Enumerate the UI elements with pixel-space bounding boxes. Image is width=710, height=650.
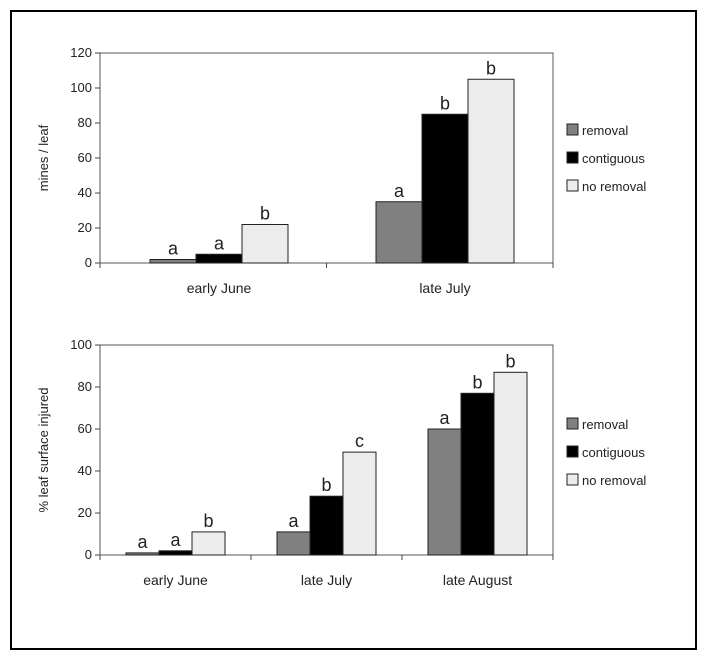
y-tick-label: 100 xyxy=(70,80,92,95)
legend-label: removal xyxy=(582,123,628,138)
bar xyxy=(195,253,243,264)
significance-label: b xyxy=(505,351,515,371)
legend-swatch xyxy=(566,123,579,136)
x-category-label: early June xyxy=(143,572,208,588)
significance-label: a xyxy=(439,408,450,428)
bar xyxy=(191,531,226,556)
legend-label: no removal xyxy=(582,473,646,488)
legend-swatch xyxy=(566,417,579,430)
bar xyxy=(241,224,289,264)
leaf-surface-injured-chart: 0 20 40 60 80 100 % leaf surface injured a a b ear… xyxy=(36,337,646,588)
legend-label: contiguous xyxy=(582,151,645,166)
significance-label: a xyxy=(394,181,405,201)
legend-label: contiguous xyxy=(582,445,645,460)
significance-label: b xyxy=(321,475,331,495)
bar xyxy=(493,371,528,556)
y-tick-label: 20 xyxy=(78,505,92,520)
y-tick-label: 80 xyxy=(78,115,92,130)
y-axis-label: mines / leaf xyxy=(36,124,51,191)
significance-label: b xyxy=(440,93,450,113)
significance-label: a xyxy=(168,239,179,259)
legend-label: removal xyxy=(582,417,628,432)
legend-swatch xyxy=(566,473,579,486)
bar xyxy=(149,259,197,264)
legend-swatch xyxy=(566,445,579,458)
bar xyxy=(375,201,423,264)
significance-label: b xyxy=(472,372,482,392)
significance-label: a xyxy=(288,511,299,531)
significance-label: a xyxy=(170,530,181,550)
x-category-label: late July xyxy=(301,572,352,588)
significance-label: a xyxy=(214,233,225,253)
y-tick-label: 0 xyxy=(85,255,92,270)
significance-label: b xyxy=(203,511,213,531)
figure-svg: 0 20 40 60 80 100 120 mines / leaf a a b early June… xyxy=(36,45,646,588)
bar xyxy=(421,113,469,264)
legend-swatch xyxy=(566,151,579,164)
bar xyxy=(467,78,515,264)
y-tick-label: 60 xyxy=(78,421,92,436)
x-category-label: early June xyxy=(187,280,252,296)
y-axis-label: % leaf surface injured xyxy=(36,387,51,512)
y-tick-label: 60 xyxy=(78,150,92,165)
bar xyxy=(427,428,462,556)
significance-label: a xyxy=(137,532,148,552)
bar xyxy=(460,392,495,556)
y-tick-label: 100 xyxy=(70,337,92,352)
y-tick-label: 80 xyxy=(78,379,92,394)
y-tick-label: 40 xyxy=(78,463,92,478)
bar xyxy=(342,451,377,556)
significance-label: b xyxy=(260,204,270,224)
significance-label: c xyxy=(355,431,364,451)
y-tick-label: 40 xyxy=(78,185,92,200)
x-category-label: late August xyxy=(443,572,512,588)
bar xyxy=(309,495,344,556)
bar xyxy=(276,531,311,556)
mines-per-leaf-chart: 0 20 40 60 80 100 120 mines / leaf a a b early June… xyxy=(36,45,646,296)
y-tick-label: 120 xyxy=(70,45,92,60)
bar xyxy=(158,550,193,556)
y-tick-label: 0 xyxy=(85,547,92,562)
legend-label: no removal xyxy=(582,179,646,194)
bar xyxy=(125,552,160,556)
legend-swatch xyxy=(566,179,579,192)
significance-label: b xyxy=(486,58,496,78)
x-category-label: late July xyxy=(419,280,470,296)
y-tick-label: 20 xyxy=(78,220,92,235)
